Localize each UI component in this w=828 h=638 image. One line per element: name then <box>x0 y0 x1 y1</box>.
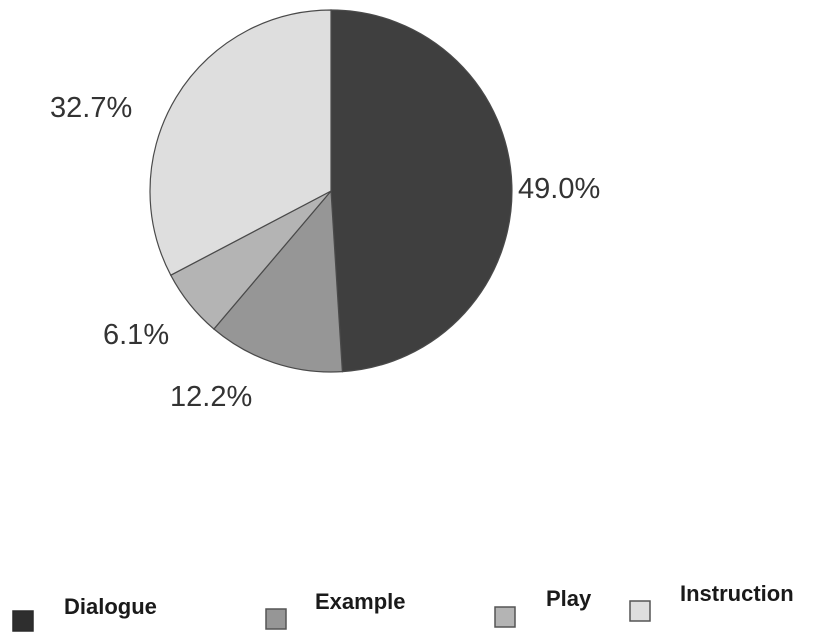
pie-slice-example <box>213 189 344 373</box>
pie-slice-instruction <box>149 9 332 277</box>
legend-label-instruction: Instruction <box>680 581 794 606</box>
pie-slice-labels: 49.0% 12.2%6.1% 32.7% <box>50 92 600 413</box>
legend-swatch-dialogue <box>12 610 34 632</box>
legend-item-instruction: Instruction <box>629 581 794 622</box>
legend-swatch-play <box>494 606 516 628</box>
legend-label-example: Example <box>315 589 406 614</box>
legend-item-dialogue: Dialogue <box>12 594 157 632</box>
legend-label-dialogue: Dialogue <box>64 594 157 619</box>
slice-label-play: 6.1% <box>103 319 169 351</box>
legend-item-example: Example <box>265 589 406 630</box>
pie-slice-dialogue <box>330 9 513 373</box>
legend-label-play: Play <box>546 586 592 611</box>
pie-slices <box>149 9 513 373</box>
slice-label-dialogue: 49.0% <box>518 173 600 205</box>
legend-swatch-instruction <box>629 600 651 622</box>
legend: Dialogue Example Play Instruction <box>12 581 794 632</box>
slice-label-example: 12.2% <box>170 381 252 413</box>
legend-item-play: Play <box>494 586 592 628</box>
legend-swatch-example <box>265 608 287 630</box>
slice-label-instruction: 32.7% <box>50 92 132 124</box>
